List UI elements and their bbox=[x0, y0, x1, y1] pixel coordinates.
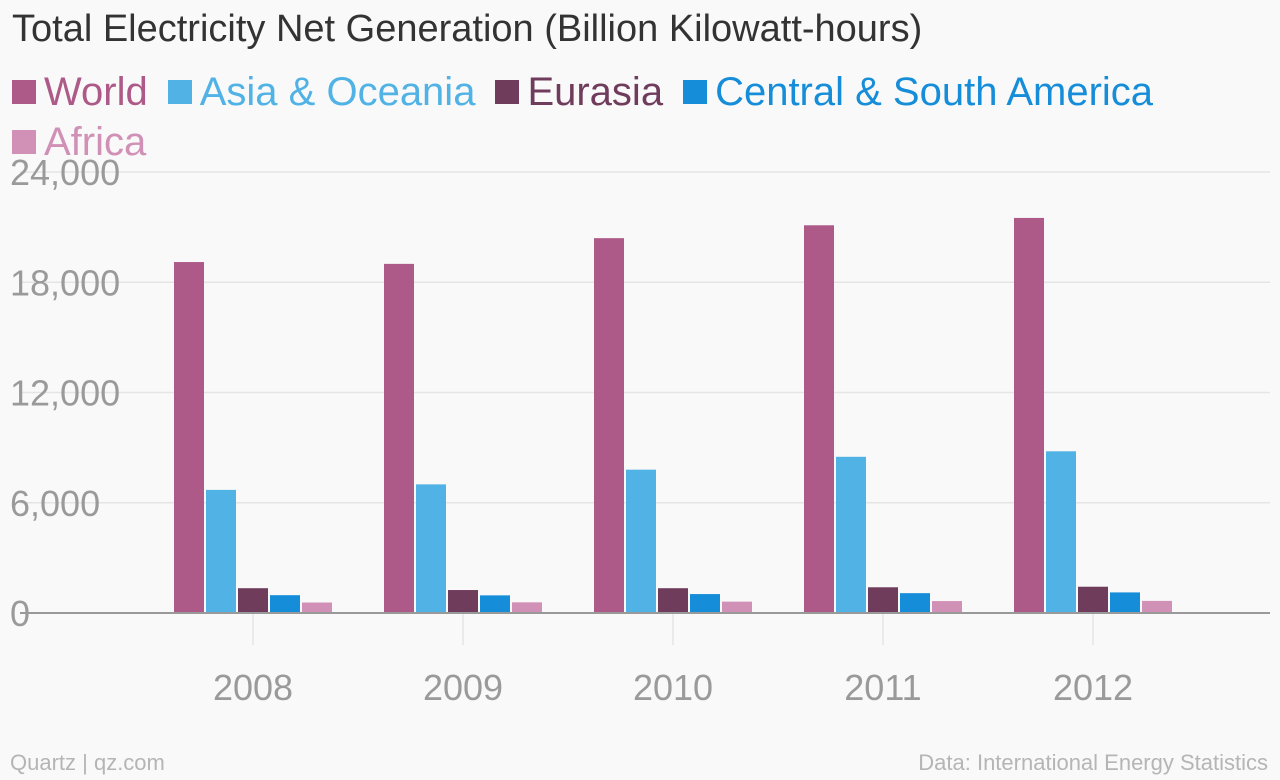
y-tick-label: 18,000 bbox=[10, 262, 120, 303]
legend-swatch-asia-oceania bbox=[167, 80, 192, 104]
legend-swatch-central-south-america bbox=[683, 80, 708, 104]
x-tick-label: 2011 bbox=[844, 667, 921, 708]
legend-label-world: World bbox=[44, 70, 148, 114]
bars bbox=[174, 217, 1172, 613]
bar-eurasia-2009 bbox=[448, 590, 478, 613]
chart-title: Total Electricity Net Generation (Billio… bbox=[12, 8, 923, 50]
x-tick-label: 2009 bbox=[423, 667, 503, 708]
bar-central-south-america-2012 bbox=[1110, 592, 1140, 613]
legend-label-central-south-america: Central & South America bbox=[715, 70, 1154, 114]
bar-asia-oceania-2011 bbox=[836, 456, 866, 613]
chart-legend: World Asia & Oceania Eurasia Central & S… bbox=[12, 68, 1252, 166]
x-tick-label: 2008 bbox=[213, 667, 293, 708]
bar-eurasia-2008 bbox=[238, 588, 268, 613]
bar-central-south-america-2011 bbox=[900, 593, 930, 613]
bar-africa-2010 bbox=[722, 601, 752, 613]
bar-eurasia-2010 bbox=[658, 588, 688, 613]
bar-eurasia-2012 bbox=[1078, 586, 1108, 613]
bar-asia-oceania-2012 bbox=[1046, 451, 1076, 613]
y-tick-label: 6,000 bbox=[10, 483, 100, 524]
bar-africa-2009 bbox=[512, 602, 542, 613]
legend-swatch-africa bbox=[12, 130, 36, 154]
bar-africa-2012 bbox=[1142, 600, 1172, 613]
bar-central-south-america-2009 bbox=[480, 595, 510, 613]
x-tick-label: 2010 bbox=[633, 667, 713, 708]
x-tick-label: 2012 bbox=[1053, 667, 1133, 708]
bar-asia-oceania-2009 bbox=[416, 484, 446, 613]
y-tick-label: 12,000 bbox=[10, 373, 120, 414]
legend-item-central-south-america: Central & South America bbox=[683, 68, 1153, 116]
bar-world-2011 bbox=[804, 225, 834, 613]
bar-world-2010 bbox=[594, 238, 624, 613]
y-tick-label: 24,000 bbox=[10, 152, 120, 193]
legend-swatch-eurasia bbox=[495, 80, 520, 104]
bar-africa-2008 bbox=[302, 602, 332, 613]
bar-asia-oceania-2008 bbox=[206, 489, 236, 613]
bar-africa-2011 bbox=[932, 601, 962, 613]
source-credit: Quartz | qz.com bbox=[10, 750, 165, 775]
legend-label-eurasia: Eurasia bbox=[527, 70, 664, 114]
bar-world-2008 bbox=[174, 262, 204, 613]
bar-eurasia-2011 bbox=[868, 587, 898, 613]
bar-world-2009 bbox=[384, 263, 414, 613]
legend-label-africa: Africa bbox=[44, 120, 147, 164]
data-source: Data: International Energy Statistics bbox=[918, 750, 1268, 775]
legend-item-asia-oceania: Asia & Oceania bbox=[167, 68, 476, 116]
gridlines bbox=[20, 171, 1270, 504]
bar-world-2012 bbox=[1014, 217, 1044, 613]
bar-central-south-america-2008 bbox=[270, 595, 300, 613]
legend-item-eurasia: Eurasia bbox=[495, 68, 663, 116]
bar-central-south-america-2010 bbox=[690, 594, 720, 613]
bar-asia-oceania-2010 bbox=[626, 469, 656, 613]
legend-label-asia-oceania: Asia & Oceania bbox=[199, 70, 476, 114]
legend-item-africa: Africa bbox=[12, 118, 146, 166]
legend-swatch-world bbox=[12, 80, 36, 104]
legend-item-world: World bbox=[12, 68, 148, 116]
